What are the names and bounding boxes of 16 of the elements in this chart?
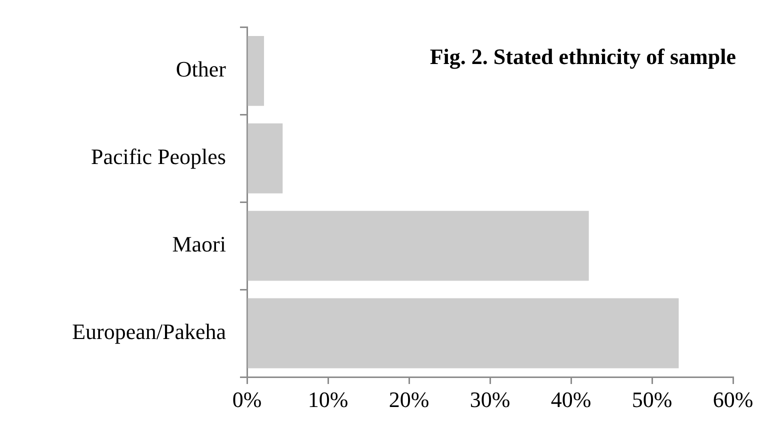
x-tick-label: 0% [232, 386, 262, 412]
x-tick-label: 40% [550, 386, 592, 412]
x-tick-label: 10% [308, 386, 348, 412]
x-tick-label: 60% [712, 386, 754, 412]
x-tick-label: 30% [470, 386, 510, 412]
text: Fig. 2. Stated ethnicity of sample [430, 44, 736, 70]
bar [248, 36, 264, 106]
y-tick-label: Other [176, 56, 227, 82]
bar [248, 298, 679, 368]
x-tick-label: 50% [632, 386, 672, 412]
y-tick-label: Maori [172, 232, 226, 257]
y-tick-label: Pacific Peoples [90, 144, 226, 170]
bar [248, 123, 283, 194]
y-tick-label: European/Pakeha [72, 319, 226, 344]
x-tick-label: 20% [388, 386, 430, 412]
bar [248, 210, 589, 281]
